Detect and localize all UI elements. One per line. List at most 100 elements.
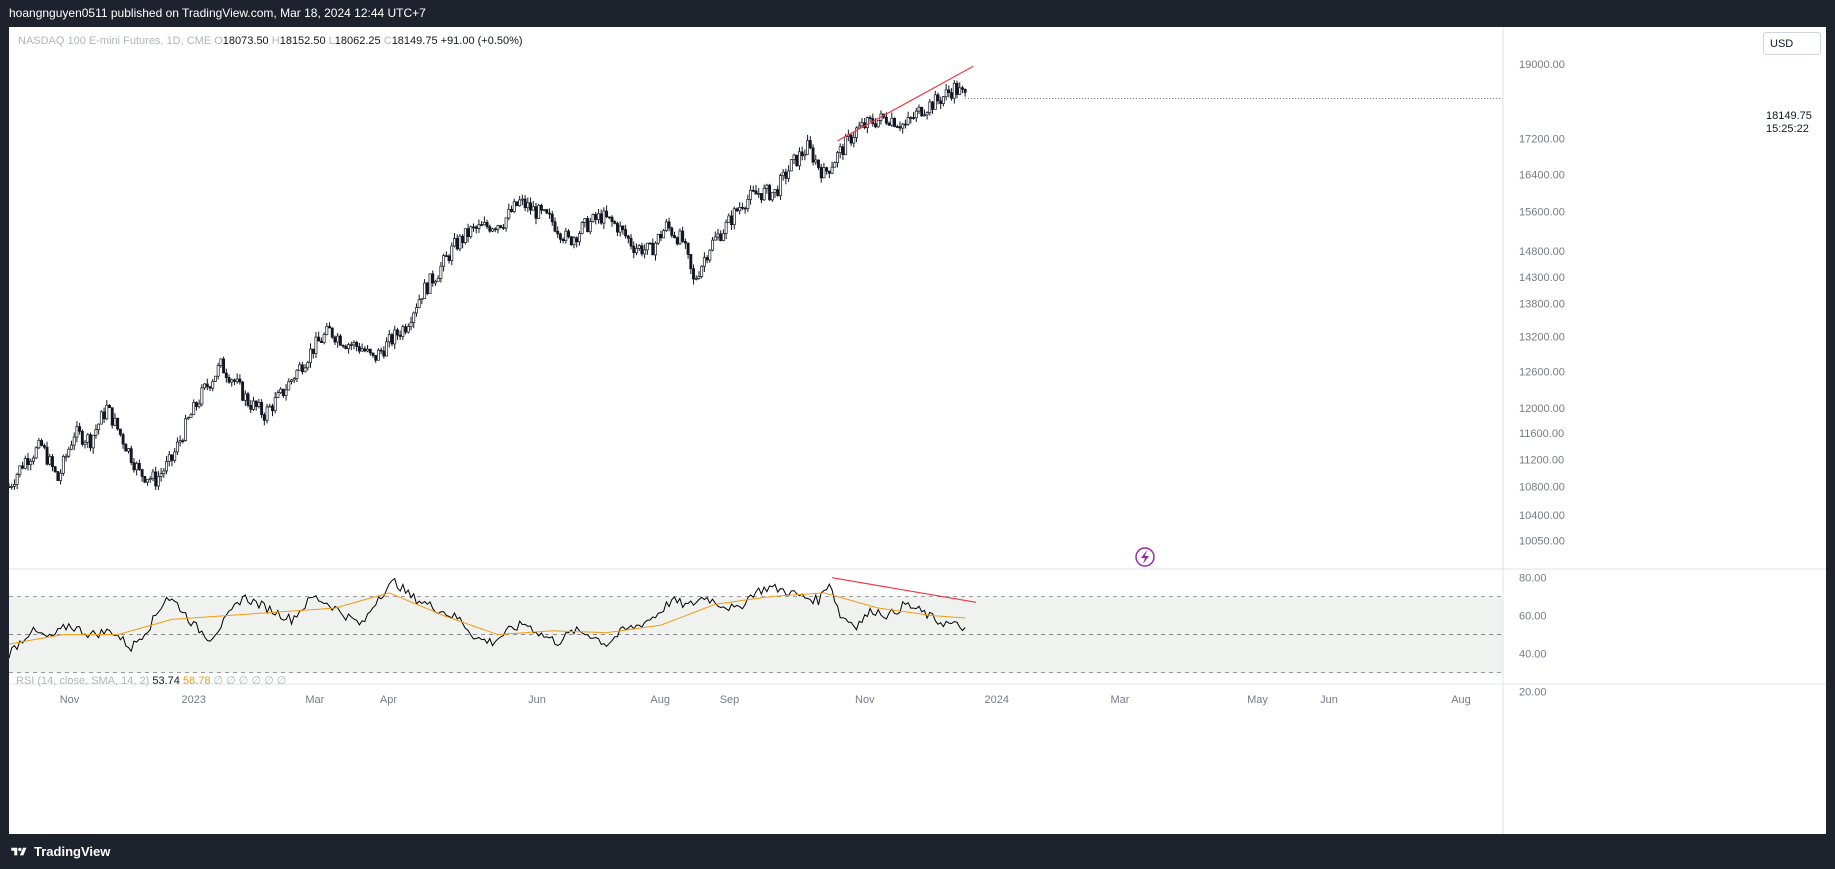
rsi-trendline — [831, 577, 977, 603]
currency-button[interactable]: USD — [1763, 32, 1821, 55]
candle — [363, 346, 367, 353]
candle — [162, 467, 166, 478]
candle — [605, 205, 609, 218]
candle — [181, 438, 185, 444]
candle — [453, 233, 456, 248]
candle — [537, 203, 541, 219]
price-tick-label: 12000.00 — [1519, 403, 1565, 415]
candle — [692, 264, 695, 285]
candle — [529, 197, 532, 215]
candle — [591, 213, 595, 223]
candle — [121, 432, 125, 449]
candle — [637, 244, 641, 252]
candle — [51, 454, 54, 472]
candle — [735, 207, 739, 213]
candle — [67, 446, 71, 458]
candle — [708, 249, 712, 263]
candle — [463, 228, 467, 245]
candle — [651, 238, 655, 256]
time-tick-label: Aug — [650, 694, 670, 706]
candle — [922, 109, 926, 117]
candle — [246, 391, 250, 408]
last-price-value: 18149.75 — [1766, 110, 1812, 122]
candle — [683, 238, 687, 249]
candle — [86, 433, 90, 448]
candle — [170, 454, 174, 467]
candle — [819, 163, 823, 183]
candle — [56, 471, 60, 481]
candle — [947, 85, 951, 98]
candle — [743, 206, 747, 214]
candle — [855, 126, 858, 143]
candle — [439, 261, 443, 283]
candle — [871, 113, 875, 127]
price-tick-label: 17200.00 — [1519, 134, 1565, 146]
candle — [808, 136, 812, 150]
candle — [751, 185, 755, 193]
candle — [482, 216, 486, 226]
candle — [757, 187, 761, 199]
candle — [61, 454, 65, 476]
candle — [83, 439, 87, 449]
candle — [857, 121, 861, 129]
candle — [499, 225, 503, 229]
candle — [347, 342, 350, 354]
candle — [488, 224, 492, 233]
candle — [564, 227, 568, 244]
candle — [613, 219, 617, 225]
candle — [436, 275, 440, 282]
candle — [700, 265, 704, 279]
candle — [597, 209, 600, 224]
candle — [15, 472, 19, 490]
candle — [127, 448, 130, 454]
price-tick-label: 15600.00 — [1519, 207, 1565, 219]
time-tick-label: Jun — [528, 694, 546, 706]
candle — [26, 452, 30, 471]
candle — [724, 219, 728, 240]
candle — [398, 330, 402, 340]
candle — [415, 303, 418, 317]
candle — [719, 230, 723, 242]
symbol-title: NASDAQ 100 E-mini Futures, 1D, CME — [18, 35, 212, 47]
open-value: 18073.50 — [222, 35, 269, 47]
candle — [45, 441, 49, 466]
rsi-legend: RSI (14, close, SMA, 14, 2) 53.74 58.78 … — [16, 674, 286, 687]
rsi-ma-line — [9, 592, 966, 645]
candle — [292, 377, 296, 384]
candle — [344, 344, 348, 350]
axes: 19000.00 17200.00 16400.00 15600.00 14800.00… — [9, 27, 1826, 834]
candle — [534, 202, 538, 225]
candle — [504, 217, 508, 232]
rsi-tick-label: 80.00 — [1519, 573, 1547, 585]
candle — [860, 118, 864, 127]
chart-canvas[interactable]: 19000.00 17200.00 16400.00 15600.00 14800.00… — [9, 27, 1826, 834]
candle — [393, 325, 397, 350]
candle — [754, 184, 758, 195]
candle — [205, 378, 209, 391]
candle — [230, 378, 234, 387]
candle — [219, 358, 223, 368]
candle — [108, 404, 111, 409]
candle — [548, 208, 552, 219]
candle — [382, 346, 386, 359]
rsi-value: 53.74 — [152, 675, 180, 687]
candle — [906, 111, 910, 126]
candle — [936, 92, 940, 105]
candle — [222, 356, 226, 374]
candle — [273, 392, 277, 414]
candle — [814, 154, 818, 165]
candle — [539, 203, 543, 215]
price-trendline — [837, 65, 974, 142]
candle — [368, 348, 372, 356]
candle — [654, 241, 657, 261]
candle — [167, 451, 171, 467]
candle — [192, 399, 196, 416]
candle — [960, 85, 964, 94]
time-tick-label: Sep — [720, 694, 740, 706]
time-tick-label: Nov — [60, 694, 80, 706]
candle — [357, 343, 361, 354]
tradingview-brand[interactable]: TradingView — [10, 844, 110, 859]
rsi-tick-label: 60.00 — [1519, 611, 1547, 623]
candle — [21, 461, 25, 470]
candle — [876, 120, 880, 128]
